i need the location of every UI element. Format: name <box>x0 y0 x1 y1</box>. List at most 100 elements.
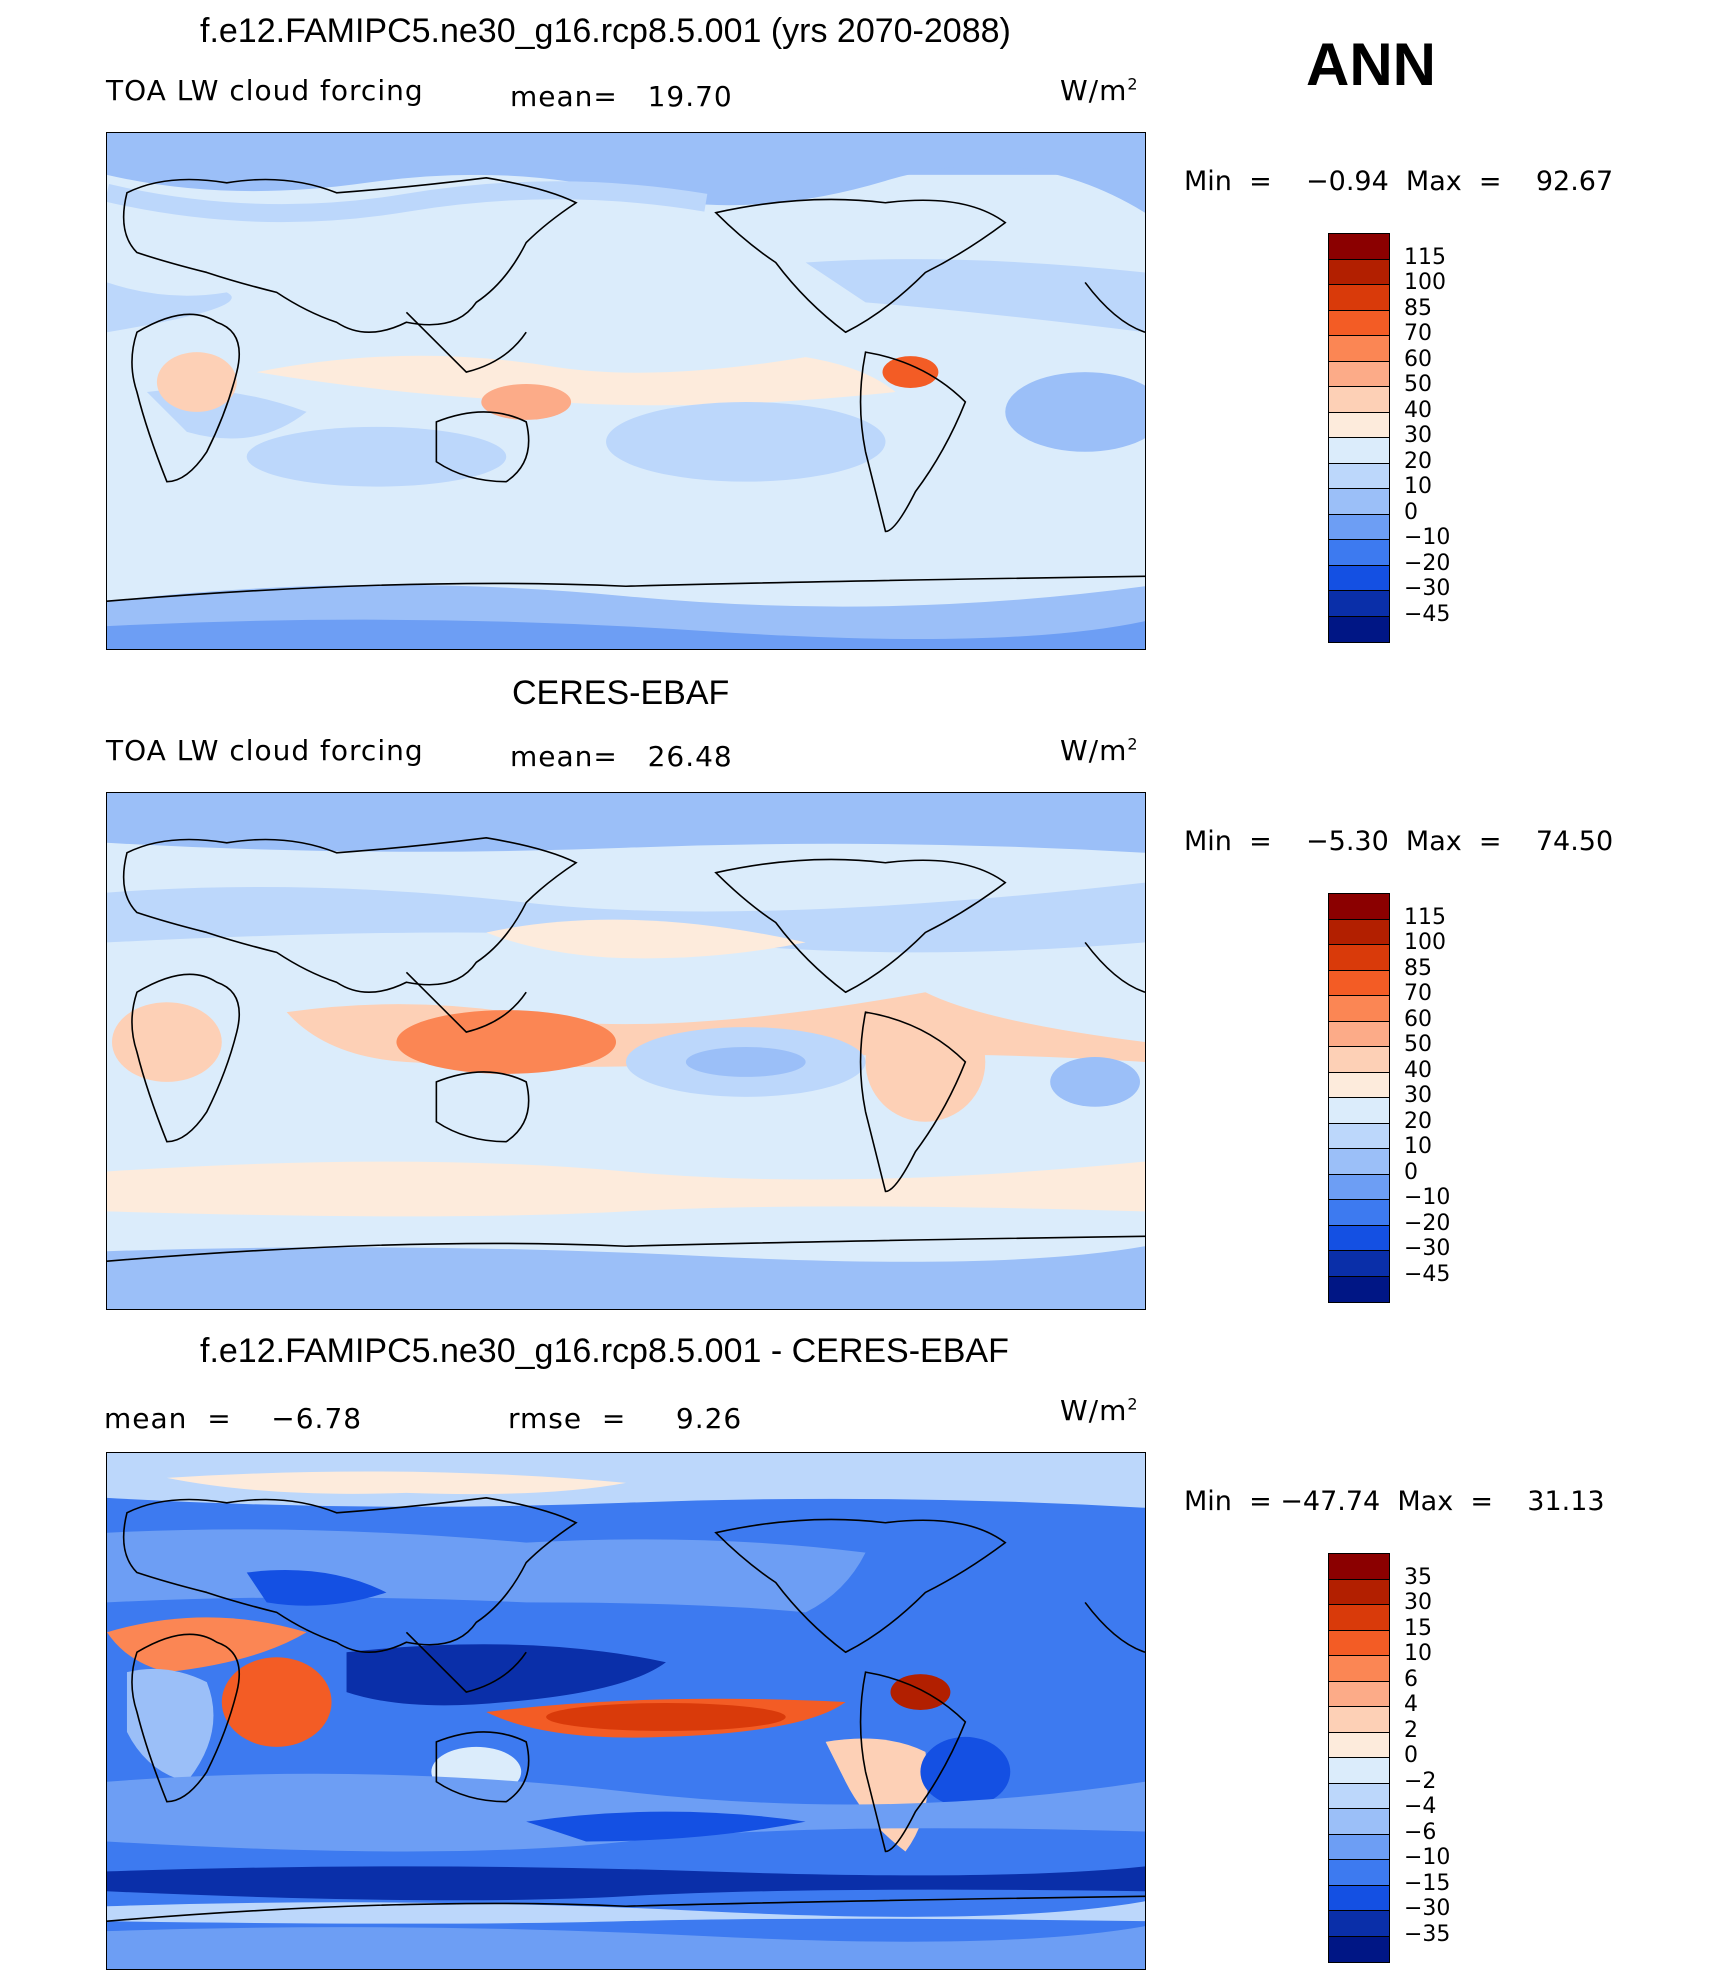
colorbar-tick-label: 40 <box>1404 1057 1432 1083</box>
colorbar-swatch <box>1329 996 1389 1022</box>
colorbar-swatch <box>1329 259 1389 285</box>
colorbar-swatch <box>1329 540 1389 566</box>
colorbar-tick-label: 10 <box>1404 1641 1432 1666</box>
colorbar-tick-label: −30 <box>1404 576 1451 601</box>
colorbar-swatch <box>1329 1656 1389 1682</box>
colorbar-tick-label: −20 <box>1404 1210 1451 1236</box>
colorbar-swatch <box>1329 1834 1389 1860</box>
panel-3-minmax: Min = −47.74 Max = 31.13 <box>1184 1486 1605 1517</box>
panel-1-variable-label: TOA LW cloud forcing <box>106 74 424 107</box>
colorbar-swatch <box>1329 1732 1389 1758</box>
colorbar-swatch <box>1329 489 1389 515</box>
panel-2-minmax: Min = −5.30 Max = 74.50 <box>1184 826 1614 857</box>
colorbar-swatch <box>1329 1047 1389 1073</box>
colorbar-swatch <box>1329 1174 1389 1200</box>
panel-1-mean-label: mean= 19.70 <box>510 80 733 113</box>
panel-2-colorbar <box>1328 893 1390 1303</box>
colorbar-tick-label: −6 <box>1404 1819 1437 1845</box>
colorbar-tick-label: −2 <box>1404 1768 1437 1794</box>
colorbar-swatch <box>1329 1707 1389 1733</box>
colorbar-swatch <box>1329 616 1389 642</box>
colorbar-tick-label: −4 <box>1404 1794 1437 1819</box>
colorbar-tick-label: 50 <box>1404 1032 1432 1057</box>
colorbar-tick-label: 4 <box>1404 1692 1418 1717</box>
colorbar-tick-label: −35 <box>1404 1921 1451 1947</box>
panel-3-title: f.e12.FAMIPC5.ne30_g16.rcp8.5.001 - CERE… <box>200 1332 1009 1370</box>
panel-3-rmse-label: rmse = 9.26 <box>508 1402 743 1435</box>
colorbar-swatch <box>1329 565 1389 591</box>
colorbar-swatch <box>1329 1554 1389 1580</box>
panel-1-minmax: Min = −0.94 Max = 92.67 <box>1184 166 1614 197</box>
colorbar-tick-label: 2 <box>1404 1717 1418 1743</box>
colorbar-swatch <box>1329 945 1389 971</box>
colorbar-swatch <box>1329 1605 1389 1631</box>
colorbar-swatch <box>1329 919 1389 945</box>
colorbar-swatch <box>1329 1936 1389 1962</box>
colorbar-swatch <box>1329 1123 1389 1149</box>
colorbar-swatch <box>1329 1579 1389 1605</box>
colorbar-tick-label: 20 <box>1404 1108 1432 1134</box>
colorbar-swatch <box>1329 1758 1389 1784</box>
colorbar-tick-label: 20 <box>1404 448 1432 474</box>
panel-2-units: W/m2 <box>1060 734 1139 767</box>
panel-1-title: f.e12.FAMIPC5.ne30_g16.rcp8.5.001 (yrs 2… <box>200 12 1011 50</box>
colorbar-tick-label: −10 <box>1404 525 1451 550</box>
season-label: ANN <box>1306 31 1436 98</box>
colorbar-tick-label: 100 <box>1404 930 1446 955</box>
colorbar-swatch <box>1329 412 1389 438</box>
colorbar-tick-label: 85 <box>1404 295 1432 321</box>
colorbar-tick-label: 15 <box>1404 1615 1432 1641</box>
colorbar-swatch <box>1329 591 1389 617</box>
colorbar-swatch <box>1329 234 1389 260</box>
panel-3-units: W/m2 <box>1060 1394 1139 1427</box>
colorbar-tick-label: 30 <box>1404 423 1432 448</box>
colorbar-swatch <box>1329 1630 1389 1656</box>
colorbar-swatch <box>1329 514 1389 540</box>
colorbar-swatch <box>1329 387 1389 413</box>
colorbar-tick-label: 85 <box>1404 955 1432 981</box>
colorbar-tick-label: 0 <box>1404 1743 1418 1768</box>
panel-3-map <box>106 1452 1146 1970</box>
colorbar-tick-label: −15 <box>1404 1870 1451 1896</box>
colorbar-swatch <box>1329 1251 1389 1277</box>
colorbar-tick-label: 60 <box>1404 346 1432 372</box>
colorbar-tick-label: 0 <box>1404 1159 1418 1185</box>
colorbar-swatch <box>1329 1149 1389 1175</box>
colorbar-tick-label: 10 <box>1404 474 1432 499</box>
colorbar-tick-label: 40 <box>1404 397 1432 423</box>
colorbar-swatch <box>1329 361 1389 387</box>
colorbar-swatch <box>1329 1200 1389 1226</box>
colorbar-swatch <box>1329 310 1389 336</box>
colorbar-swatch <box>1329 1885 1389 1911</box>
colorbar-swatch <box>1329 1276 1389 1302</box>
colorbar-tick-label: −45 <box>1404 1261 1451 1287</box>
colorbar-swatch <box>1329 1911 1389 1937</box>
colorbar-tick-label: 30 <box>1404 1083 1432 1108</box>
panel-3-colorbar <box>1328 1553 1390 1963</box>
panel-1-map <box>106 132 1146 650</box>
colorbar-swatch <box>1329 463 1389 489</box>
colorbar-tick-label: −20 <box>1404 550 1451 576</box>
colorbar-tick-label: 70 <box>1404 321 1432 346</box>
colorbar-tick-label: −45 <box>1404 601 1451 627</box>
colorbar-tick-label: −30 <box>1404 1896 1451 1921</box>
colorbar-swatch <box>1329 1809 1389 1835</box>
colorbar-tick-label: 35 <box>1404 1564 1432 1590</box>
colorbar-swatch <box>1329 438 1389 464</box>
panel-2-mean-label: mean= 26.48 <box>510 740 733 773</box>
colorbar-swatch <box>1329 1860 1389 1886</box>
colorbar-tick-label: 115 <box>1404 244 1446 270</box>
colorbar-swatch <box>1329 970 1389 996</box>
colorbar-tick-label: 115 <box>1404 904 1446 930</box>
colorbar-swatch <box>1329 1225 1389 1251</box>
colorbar-swatch <box>1329 336 1389 362</box>
colorbar-swatch <box>1329 1098 1389 1124</box>
panel-2-variable-label: TOA LW cloud forcing <box>106 734 424 767</box>
colorbar-tick-label: −10 <box>1404 1845 1451 1870</box>
panel-1-units: W/m2 <box>1060 74 1139 107</box>
colorbar-tick-label: 50 <box>1404 372 1432 397</box>
panel-2-title: CERES-EBAF <box>512 674 730 712</box>
colorbar-tick-label: 6 <box>1404 1666 1418 1692</box>
colorbar-tick-label: 100 <box>1404 270 1446 295</box>
panel-2-map <box>106 792 1146 1310</box>
